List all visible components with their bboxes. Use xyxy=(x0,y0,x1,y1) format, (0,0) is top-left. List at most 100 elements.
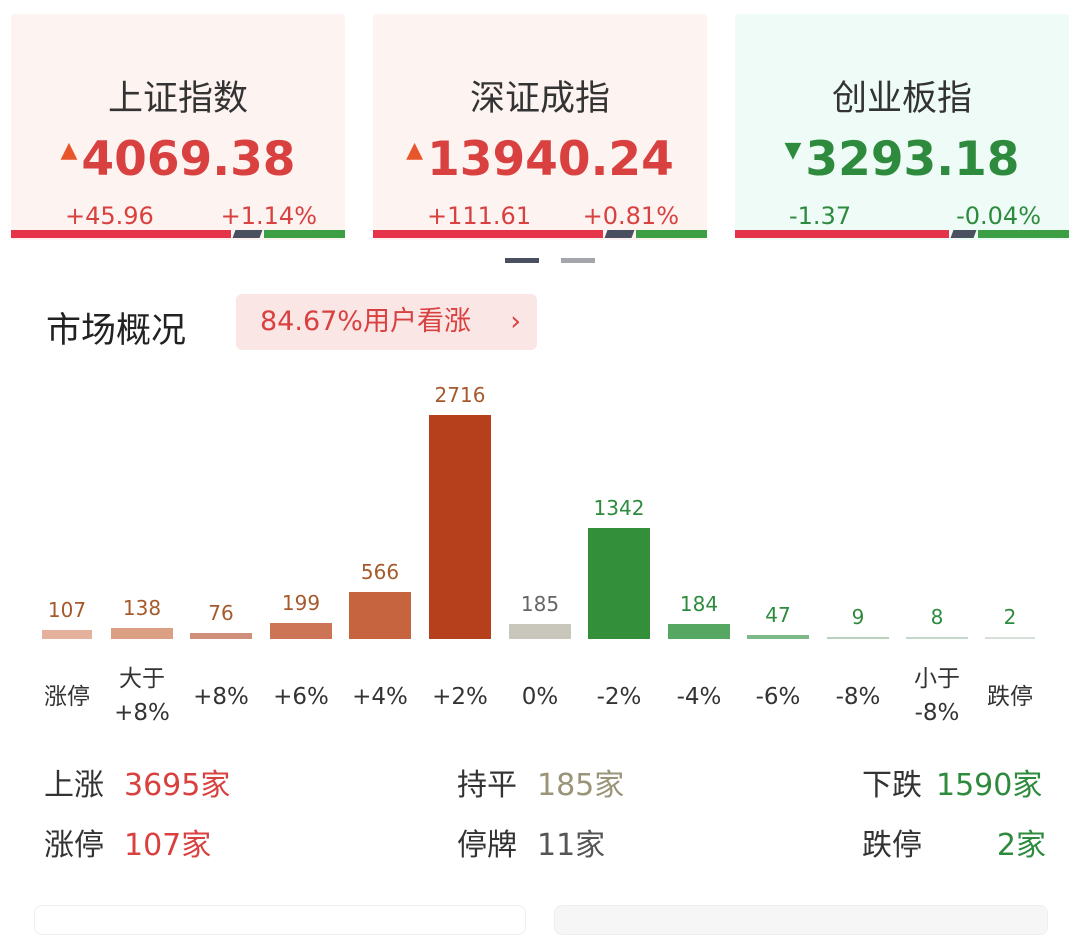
breadth-flat xyxy=(232,230,263,238)
page-dot[interactable] xyxy=(561,258,595,263)
category-label-line: 跌停 xyxy=(987,684,1033,710)
category-label: 大于 +8% xyxy=(102,662,182,730)
bar[interactable] xyxy=(588,528,650,639)
stat-item: 上涨 3695家 xyxy=(44,760,230,804)
category-label-line: +6% xyxy=(273,684,329,710)
sentiment-button[interactable]: 84.67%用户看涨 › xyxy=(236,294,537,350)
index-value: 3293.18 xyxy=(805,132,1020,187)
category-label: +8% xyxy=(181,680,261,714)
bar[interactable] xyxy=(429,415,491,639)
breadth-flat xyxy=(950,230,977,238)
breadth-down xyxy=(636,230,707,238)
stat-item: 跌停 2家 xyxy=(862,820,1046,864)
bar[interactable] xyxy=(906,637,968,639)
bar[interactable] xyxy=(190,632,252,639)
category-label: +2% xyxy=(420,680,500,714)
stat-item: 下跌 1590家 xyxy=(862,760,1042,804)
bar[interactable] xyxy=(668,623,730,639)
index-name: 深证成指 xyxy=(469,79,610,119)
index-value: 4069.38 xyxy=(81,132,296,187)
page-indicator[interactable] xyxy=(505,258,595,263)
page-dot-active[interactable] xyxy=(505,258,539,263)
bar[interactable] xyxy=(509,623,571,639)
bar-value: 107 xyxy=(47,598,87,623)
category-label-line: +8% xyxy=(193,684,249,710)
bar-value: 138 xyxy=(122,595,162,620)
arrow-up-icon: ▲ xyxy=(60,138,78,163)
category-label-line: 大于 xyxy=(119,666,165,692)
bar-value: 76 xyxy=(208,600,234,625)
bar-value: 2716 xyxy=(434,383,486,407)
category-label-line: -4% xyxy=(676,684,722,710)
bar[interactable] xyxy=(270,622,332,639)
bar-value: 185 xyxy=(520,591,560,616)
index-card[interactable]: 深证成指 ▲13940.24 +111.61 +0.81% xyxy=(373,14,707,240)
index-change: +45.96 xyxy=(65,202,154,230)
category-label: 涨停 xyxy=(27,680,107,714)
category-label-line: 小于 xyxy=(914,666,960,692)
stat-label: 跌停 xyxy=(862,828,922,863)
bar-value: 9 xyxy=(851,605,865,629)
breadth-bar xyxy=(373,230,707,238)
stat-label: 持平 xyxy=(457,768,517,803)
index-change: -1.37 xyxy=(789,202,852,230)
bar[interactable] xyxy=(747,635,809,639)
bar-value: 2 xyxy=(1003,605,1017,629)
bar-value: 199 xyxy=(281,590,321,615)
index-percent: +0.81% xyxy=(582,202,679,230)
breadth-up xyxy=(735,230,949,238)
category-label: 0% xyxy=(500,680,580,714)
index-name: 上证指数 xyxy=(107,79,248,119)
bar[interactable] xyxy=(349,592,411,639)
category-label-line: -8% xyxy=(835,684,881,710)
bar[interactable] xyxy=(42,630,92,639)
index-change: +111.61 xyxy=(427,202,532,230)
breadth-flat xyxy=(604,230,635,238)
category-label-line: -8% xyxy=(914,700,960,726)
category-label: -4% xyxy=(659,680,739,714)
category-label: -6% xyxy=(738,680,818,714)
bar-value: 1342 xyxy=(593,496,645,521)
category-label-line: +8% xyxy=(114,700,170,726)
category-label-line: +4% xyxy=(352,684,408,710)
index-percent: +1.14% xyxy=(220,202,317,230)
category-label: +6% xyxy=(261,680,341,714)
stat-label: 下跌 xyxy=(862,768,922,803)
bar-value: 566 xyxy=(360,560,400,585)
bottom-card[interactable] xyxy=(34,905,526,935)
category-label-line: +2% xyxy=(432,684,488,710)
category-label-line: 0% xyxy=(521,684,559,710)
arrow-up-icon: ▲ xyxy=(406,138,424,163)
category-label-line: 涨停 xyxy=(44,684,90,710)
bar[interactable] xyxy=(111,627,173,639)
bar[interactable] xyxy=(827,637,889,639)
stat-value: 11家 xyxy=(537,828,606,863)
breadth-bar xyxy=(735,230,1069,238)
category-label: 小于 -8% xyxy=(897,662,977,730)
chevron-right-icon: › xyxy=(510,306,521,337)
category-label: 跌停 xyxy=(970,680,1050,714)
stat-label: 涨停 xyxy=(44,828,104,863)
breadth-down xyxy=(978,230,1069,238)
bar[interactable] xyxy=(985,637,1035,639)
breadth-bar xyxy=(11,230,345,238)
arrow-down-icon: ▼ xyxy=(784,138,802,163)
index-card[interactable]: 上证指数 ▲4069.38 +45.96 +1.14% xyxy=(11,14,345,240)
category-label: +4% xyxy=(340,680,420,714)
index-name: 创业板指 xyxy=(831,79,972,119)
stat-value: 2家 xyxy=(996,828,1046,863)
breadth-up xyxy=(11,230,232,238)
section-title: 市场概况 xyxy=(46,311,187,351)
bar-value: 8 xyxy=(930,605,944,629)
stat-value: 1590家 xyxy=(936,768,1043,803)
category-label-line: -2% xyxy=(596,684,642,710)
breadth-down xyxy=(264,230,345,238)
bar-value: 47 xyxy=(765,603,791,628)
stat-item: 停牌 11家 xyxy=(457,820,605,864)
category-label-line: -6% xyxy=(755,684,801,710)
index-value: 13940.24 xyxy=(427,132,674,187)
bottom-card[interactable] xyxy=(554,905,1048,935)
stat-label: 停牌 xyxy=(457,828,517,863)
index-card[interactable]: 创业板指 ▼3293.18 -1.37 -0.04% xyxy=(735,14,1069,240)
category-label: -2% xyxy=(579,680,659,714)
